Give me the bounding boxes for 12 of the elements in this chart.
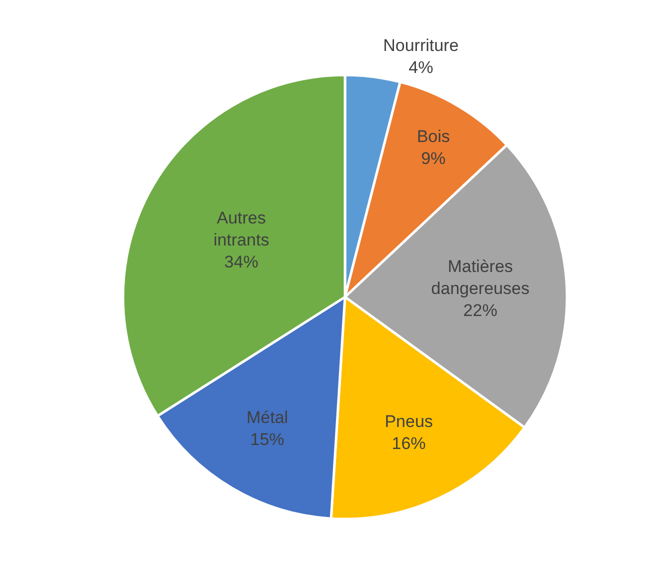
data-label: 16% bbox=[392, 434, 426, 454]
slice-label: Autres intrants bbox=[213, 208, 270, 250]
data-label: 34% bbox=[224, 252, 258, 272]
data-label: 9% bbox=[421, 149, 446, 168]
data-label: 15% bbox=[250, 430, 284, 449]
slice-label: Pneus bbox=[384, 412, 433, 432]
slice-label: Métal bbox=[246, 408, 288, 427]
data-label: 22% bbox=[463, 301, 498, 320]
data-label: 4% bbox=[408, 58, 434, 78]
slice-label: Matières dangereuses bbox=[431, 256, 530, 298]
slice-label: Bois bbox=[416, 127, 450, 146]
slice-label: Nourriture bbox=[383, 36, 459, 55]
